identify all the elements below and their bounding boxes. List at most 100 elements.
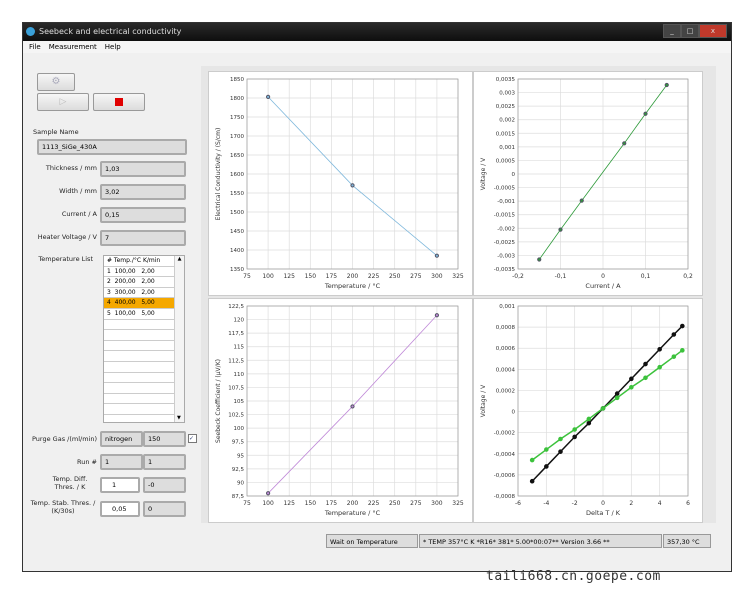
start-button[interactable]: ▷ — [37, 93, 89, 111]
y-tick-label: 1350 — [230, 267, 244, 273]
scroll-down-icon[interactable]: ▼ — [177, 415, 181, 421]
settings-button[interactable]: ⚙ — [37, 73, 75, 91]
menu-file[interactable]: File — [29, 43, 41, 51]
x-tick-label: 200 — [347, 273, 359, 280]
conductivity-chart: 75 100 125 150 175 200 225 250 275 300 325 1350 1400… — [208, 71, 473, 296]
data-point — [558, 227, 563, 232]
purge-checkbox[interactable]: ✓ — [188, 434, 197, 443]
temperature-list[interactable]: # Temp./°C K/min 1 100,00 2,00 2 200,00 … — [103, 255, 185, 423]
list-item[interactable]: 3 300,00 2,00 — [104, 288, 175, 299]
y-tick-label: 0,002 — [499, 118, 515, 124]
data-point — [614, 391, 620, 396]
data-point — [664, 82, 669, 88]
list-item-empty[interactable] — [104, 351, 175, 362]
temperature-list-label: Temperature List — [38, 255, 93, 263]
scroll-up-icon[interactable]: ▲ — [177, 256, 182, 262]
y-tick-label: 0,0006 — [496, 346, 516, 352]
current-field[interactable]: 0,15 — [100, 207, 186, 223]
app-icon — [26, 27, 35, 36]
list-item[interactable]: 1 100,00 2,00 — [104, 267, 175, 278]
list-item-selected[interactable]: 4 400,00 5,00 — [104, 298, 175, 309]
data-point — [586, 416, 592, 422]
data-point — [671, 354, 677, 359]
stop-button[interactable] — [93, 93, 145, 111]
y-tick-label: 1450 — [230, 229, 244, 235]
y-tick-label: 117,5 — [228, 331, 244, 337]
minimize-button[interactable]: _ — [663, 24, 681, 38]
data-point — [544, 447, 549, 452]
x-tick-label: 0 — [601, 500, 605, 507]
y-tick-label: -0,0002 — [494, 431, 515, 437]
x-tick-label: -6 — [515, 500, 521, 507]
y-tick-label: 0,0005 — [496, 158, 516, 164]
series-line — [531, 349, 683, 461]
heater-voltage-field[interactable]: 7 — [100, 230, 186, 246]
seebeck-plot: 75 100 125 150 175 200 225 250 275 300 325 87,5 90 92… — [215, 304, 464, 517]
x-tick-label: 275 — [410, 273, 422, 280]
list-item-empty[interactable] — [104, 373, 175, 384]
list-item-empty[interactable] — [104, 404, 175, 415]
seebeck-chart: 75 100 125 150 175 200 225 250 275 300 325 87,5 90 92… — [208, 298, 473, 523]
x-tick-label: 250 — [389, 273, 401, 280]
y-tick-label: -0,002 — [497, 226, 515, 232]
thickness-field[interactable]: 1,03 — [100, 161, 186, 177]
y-tick-label: 1700 — [230, 134, 244, 140]
data-point — [657, 364, 662, 370]
status-state: Wait on Temperature — [326, 534, 418, 548]
temp-diff-value: -0 — [143, 477, 186, 493]
list-item-empty[interactable] — [104, 330, 175, 341]
temp-stab-input[interactable]: 0,05 — [100, 501, 140, 517]
list-item[interactable]: 5 100,00 5,00 — [104, 309, 175, 320]
current-label: Current / A — [61, 210, 97, 218]
temp-diff-label: Temp. Diff. Thres. / K — [52, 475, 88, 491]
y-tick-label: -0,0004 — [494, 452, 516, 458]
plot-frame — [246, 305, 459, 497]
conductivity-plot: 75 100 125 150 175 200 225 250 275 300 325 1350 1400… — [215, 77, 464, 290]
y-tick-label: 100 — [234, 426, 245, 432]
x-tick-label: 300 — [431, 500, 443, 507]
purge-flow-field[interactable]: 150 — [143, 431, 186, 447]
y-axis-label: Seebeck Coefficient / (µV/K) — [215, 359, 222, 443]
menu-measurement[interactable]: Measurement — [48, 43, 97, 51]
stop-icon — [115, 98, 123, 106]
list-item-empty[interactable] — [104, 383, 175, 394]
y-tick-label: 115 — [234, 345, 245, 351]
maximize-button[interactable]: □ — [681, 24, 699, 38]
x-tick-label: 225 — [368, 500, 380, 507]
x-tick-label: 6 — [686, 500, 690, 507]
menu-help[interactable]: Help — [104, 43, 121, 51]
list-item-empty[interactable] — [104, 341, 175, 352]
title-bar: Seebeck and electrical conductivity _ □ … — [23, 23, 731, 41]
list-item-empty[interactable] — [104, 320, 175, 331]
heater-voltage-label: Heater Voltage / V — [37, 233, 97, 241]
y-tick-label: 95 — [237, 453, 244, 459]
y-tick-label: 1850 — [230, 77, 244, 83]
sample-name-field[interactable]: 1113_SiGe_430A — [37, 139, 187, 155]
list-item[interactable]: 2 200,00 2,00 — [104, 277, 175, 288]
y-tick-label: -0,0035 — [494, 267, 516, 273]
list-item-empty[interactable] — [104, 362, 175, 373]
list-item-empty[interactable] — [104, 394, 175, 405]
x-tick-label: 4 — [658, 500, 662, 507]
x-tick-label: 150 — [305, 273, 317, 280]
data-point — [266, 94, 271, 99]
temp-diff-input[interactable]: 1 — [100, 477, 140, 493]
app-window: Seebeck and electrical conductivity _ □ … — [22, 22, 732, 572]
close-button[interactable]: x — [699, 24, 727, 38]
x-tick-label: 325 — [452, 273, 464, 280]
data-point — [537, 257, 542, 262]
data-point — [622, 141, 627, 146]
width-field[interactable]: 3,02 — [100, 184, 186, 200]
y-tick-label: 1500 — [230, 210, 244, 216]
y-tick-label: 1650 — [230, 153, 244, 159]
data-point — [558, 436, 563, 442]
iv-plot: -0,2 -0,1 0 0,1 0,2 -0,0035 -0,003 -0,0025 -0,00… — [480, 77, 693, 290]
purge-gas-field[interactable]: nitrogen — [100, 431, 143, 447]
y-tick-label: 0,0004 — [496, 367, 516, 373]
data-point — [643, 111, 648, 116]
data-point — [529, 478, 535, 484]
list-scrollbar[interactable]: ▲ ▼ — [174, 256, 184, 422]
x-tick-label: 200 — [347, 500, 359, 507]
y-tick-label: -0,0015 — [494, 213, 516, 219]
series-line — [538, 84, 668, 260]
